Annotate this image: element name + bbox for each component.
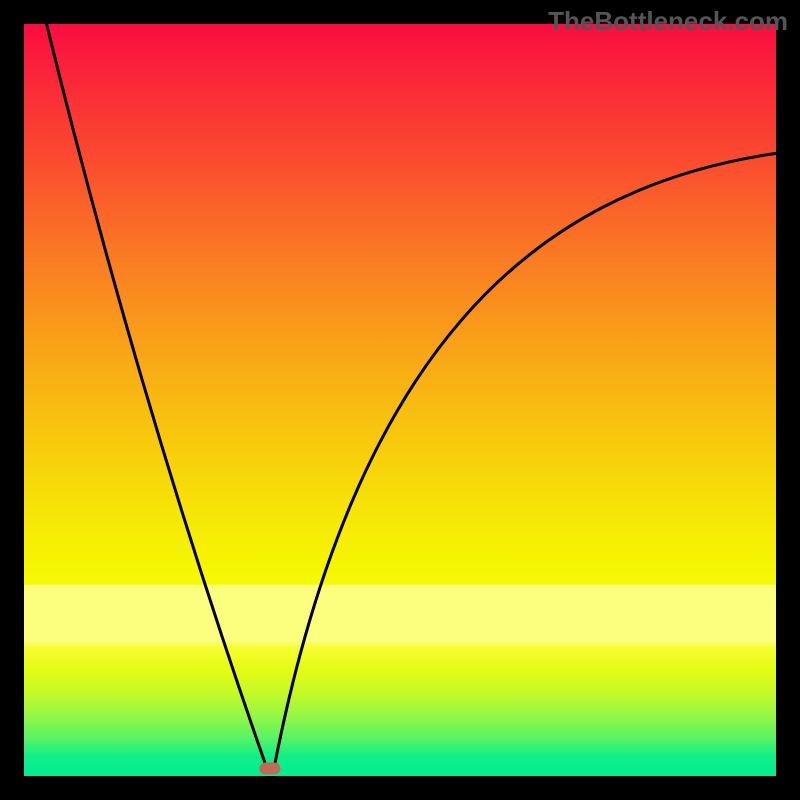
chart-frame: TheBottleneck.com bbox=[0, 0, 800, 800]
bottleneck-chart-svg bbox=[0, 0, 800, 800]
plot-background bbox=[24, 24, 776, 776]
watermark-text: TheBottleneck.com bbox=[548, 6, 788, 37]
minimum-marker bbox=[259, 762, 280, 774]
